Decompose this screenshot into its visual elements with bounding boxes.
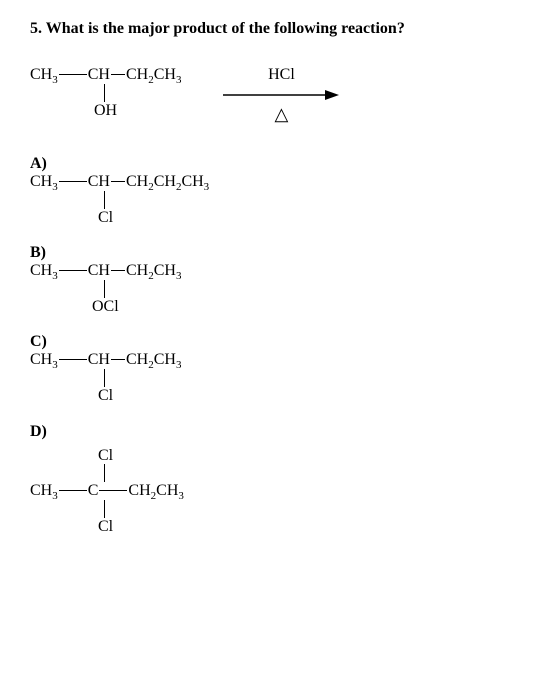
txt: OH [94, 102, 117, 119]
txt: CH [88, 173, 110, 190]
txt: CH [128, 482, 150, 499]
txt: CH [30, 351, 52, 368]
bond [59, 181, 87, 182]
option-d-label: D) [30, 423, 530, 441]
option-b-structure: CH3CHCH2CH3 OCl [30, 262, 530, 315]
txt: CH [126, 66, 148, 83]
txt: CH [126, 262, 148, 279]
bond [111, 359, 125, 360]
reactant-structure: CH3CHCH2CH3 OH [30, 66, 181, 119]
sub: 3 [204, 181, 210, 193]
option-c-structure: CH3CHCH2CH3 Cl [30, 351, 530, 404]
txt: CH [154, 262, 176, 279]
txt: CH [30, 262, 52, 279]
option-a-structure: CH3CHCH2CH2CH3 Cl [30, 173, 530, 226]
option-a-label: A) [30, 155, 530, 173]
bond [59, 359, 87, 360]
bond [99, 490, 127, 491]
sub: 3 [178, 490, 184, 502]
bond [59, 490, 87, 491]
bond [111, 74, 125, 75]
bond [104, 500, 105, 518]
txt: CH [126, 351, 148, 368]
txt: CH [156, 482, 178, 499]
option-b-label: B) [30, 244, 530, 262]
txt: CH [88, 66, 110, 83]
txt: CH [154, 351, 176, 368]
txt: CH [154, 173, 176, 190]
option-c-label: C) [30, 333, 530, 351]
sub: 3 [176, 270, 182, 282]
txt: CH [88, 262, 110, 279]
sub: 3 [52, 360, 58, 372]
question-title: 5. What is the major product of the foll… [30, 20, 530, 38]
bond [104, 369, 105, 387]
txt: CH [88, 351, 110, 368]
question-text: What is the major product of the followi… [46, 20, 405, 37]
bond [104, 191, 105, 209]
txt: CH [30, 482, 52, 499]
sub: 3 [176, 360, 182, 372]
txt: Cl [98, 209, 113, 226]
reagent-top: HCl [221, 66, 341, 84]
bond [59, 270, 87, 271]
txt: Cl [98, 447, 113, 464]
reactant-vertical-bond [30, 84, 181, 102]
txt: CH [181, 173, 203, 190]
reaction-arrow-block: HCl △ [221, 66, 341, 125]
txt: OCl [92, 298, 119, 315]
question-number: 5. [30, 20, 42, 37]
sub: 3 [52, 270, 58, 282]
txt: C [88, 482, 99, 499]
reaction-row: CH3CHCH2CH3 OH HCl △ [30, 66, 530, 125]
sub: 3 [52, 490, 58, 502]
bond [111, 270, 125, 271]
reaction-arrow-icon [221, 88, 341, 102]
option-d-structure: Cl CH3CCH2CH3 Cl [30, 447, 530, 536]
txt: CH [154, 66, 176, 83]
reactant-substituent: OH [30, 102, 181, 120]
bond [59, 74, 87, 75]
txt: CH [30, 173, 52, 190]
txt: CH [126, 173, 148, 190]
txt: Cl [98, 387, 113, 404]
bond [104, 280, 105, 298]
txt: CH [30, 66, 52, 83]
delta-symbol: △ [221, 104, 341, 125]
bond [104, 464, 105, 482]
bond [111, 181, 125, 182]
sub: 3 [52, 181, 58, 193]
reactant-main-chain: CH3CHCH2CH3 [30, 66, 181, 84]
txt: Cl [98, 518, 113, 535]
